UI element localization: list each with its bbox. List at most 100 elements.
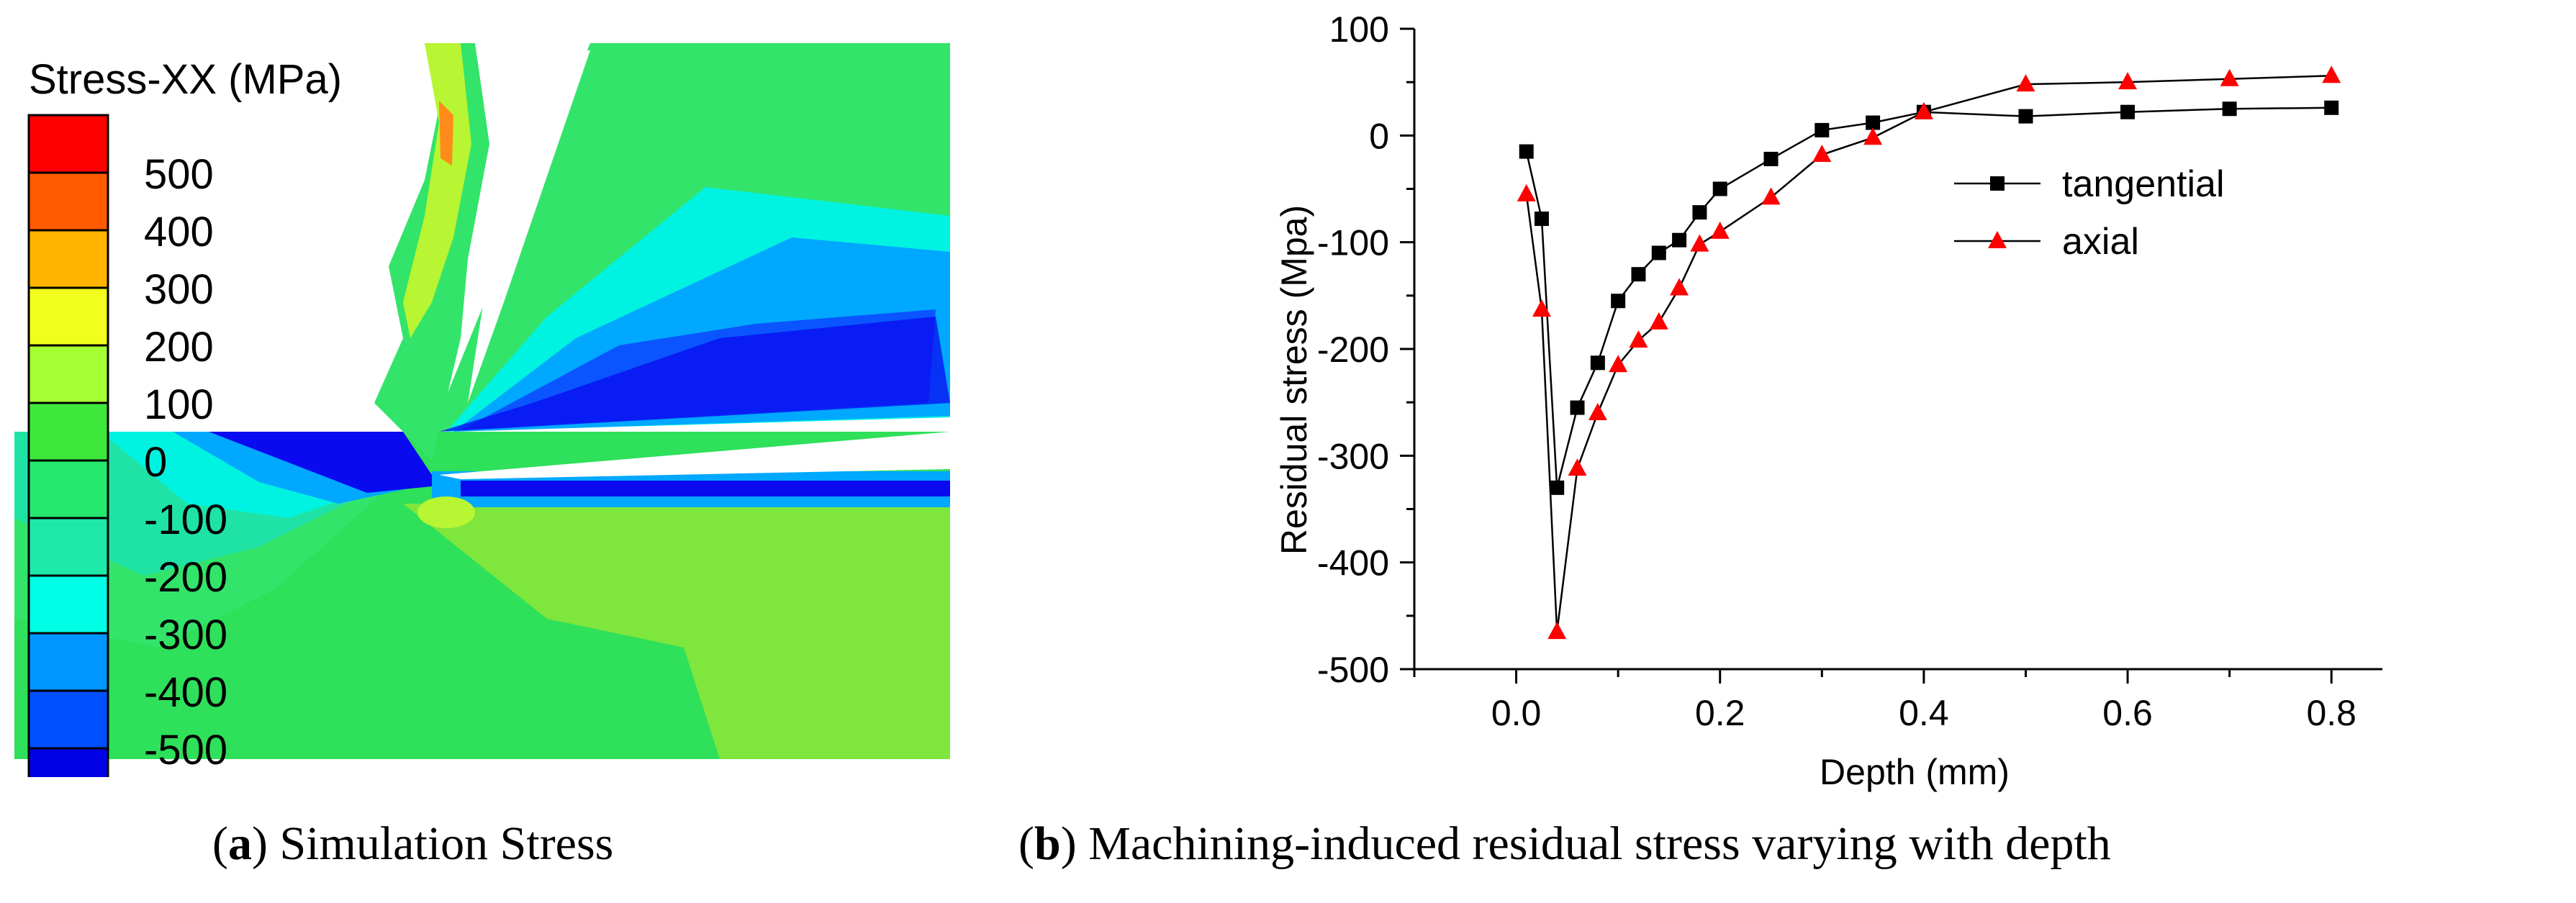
tool-deep-band [439, 317, 950, 432]
colorbar-title: Stress-XX (MPa) [29, 56, 342, 103]
y-tick-label: -100 [1317, 223, 1389, 263]
x-tick-label: 0.2 [1695, 693, 1745, 733]
simulation-stress-panel: 500 400 300 200 100 0 -100 -200 -300 -400 -500 Str… [14, 43, 950, 777]
caption-a-label: a [227, 817, 252, 870]
colorbar-tick-label: 200 [144, 324, 214, 371]
colorbar-tick-label: -100 [144, 496, 227, 543]
marker-square [1590, 355, 1605, 371]
marker-triangle [1761, 187, 1781, 205]
caption-a-text: Simulation Stress [267, 817, 614, 870]
marker-triangle [2220, 68, 2239, 86]
marker-triangle [1517, 183, 1536, 201]
legend-label-axial: axial [2062, 221, 2139, 263]
colorbar-swatch [27, 747, 109, 777]
x-tick-label: 0.4 [1899, 693, 1949, 733]
marker-triangle [1547, 622, 1567, 640]
caption-a: (a) Simulation Stress [212, 817, 614, 870]
marker-square [2120, 104, 2136, 119]
tool-tip-hotspot [417, 496, 475, 528]
colorbar-swatch [27, 401, 109, 462]
marker-square [1534, 212, 1549, 227]
marker-square [1990, 176, 2005, 191]
marker-square [1815, 122, 1830, 137]
chip-tool-gap [468, 50, 590, 403]
colorbar-tick-label: 400 [144, 209, 214, 255]
colorbar-swatch [27, 286, 109, 347]
marker-triangle [2016, 74, 2035, 92]
marker-triangle [1988, 231, 2007, 248]
colorbar-tick-label: -500 [144, 727, 227, 773]
x-tick-label: 0.0 [1491, 693, 1542, 733]
colorbar-swatch [27, 344, 109, 404]
marker-square [1672, 232, 1687, 248]
colorbar-tick-label: 100 [144, 381, 214, 428]
marker-square [1763, 151, 1779, 166]
marker-square [2222, 101, 2237, 117]
marker-square [1712, 181, 1727, 196]
marker-square [1692, 205, 1707, 220]
colorbar-tick-label: 0 [144, 439, 167, 486]
colorbar-tick-label: -400 [144, 669, 227, 716]
marker-triangle [1863, 127, 1883, 145]
y-axis-label: Residual stress (Mpa) [1274, 205, 1314, 555]
marker-square [1631, 267, 1646, 282]
marker-square [1611, 294, 1626, 309]
colorbar-swatch [27, 459, 109, 519]
x-tick-label: 0.6 [2102, 693, 2153, 733]
marker-square [1651, 245, 1666, 260]
y-tick-label: -200 [1317, 330, 1389, 370]
marker-square [1866, 115, 1881, 130]
stress-colorbar: 500 400 300 200 100 0 -100 -200 -300 -400 -500 [27, 114, 227, 777]
marker-square [1550, 480, 1565, 495]
chip-hotspot [439, 101, 453, 165]
marker-square [2018, 109, 2033, 124]
caption-b: (b) Machining-induced residual stress va… [1018, 817, 2111, 870]
colorbar-swatch [27, 114, 109, 174]
x-axis-label: Depth (mm) [1820, 752, 2010, 792]
marker-square [1519, 144, 1534, 159]
marker-triangle [1588, 403, 1607, 420]
marker-triangle [1568, 458, 1587, 476]
colorbar-swatch [27, 171, 109, 232]
series-markers [1517, 65, 2341, 640]
y-tick-label: -300 [1317, 436, 1389, 476]
machined-surface-core [461, 481, 950, 496]
chart-axes: 100 0 -100 -200 -300 -400 -500 0.0 0.2 0.4 0.6 0.8 [1317, 9, 2382, 733]
series-line-axial [1525, 75, 2332, 632]
caption-b-text: Machining-induced residual stress varyin… [1076, 817, 2111, 870]
marker-triangle [1690, 234, 1709, 252]
marker-triangle [2118, 72, 2138, 90]
marker-triangle [1670, 278, 1689, 296]
y-tick-label: 0 [1369, 116, 1389, 156]
caption-b-label: b [1034, 817, 1061, 870]
marker-square [1570, 400, 1585, 415]
stress-field [14, 43, 950, 759]
marker-triangle [1609, 355, 1628, 373]
y-tick-label: 100 [1329, 9, 1389, 50]
chart-legend: tangential axial [1954, 163, 2225, 263]
colorbar-tick-label: 300 [144, 266, 214, 313]
x-tick-label: 0.8 [2306, 693, 2356, 733]
colorbar-swatch [27, 574, 109, 635]
marker-triangle [1532, 299, 1551, 317]
colorbar-swatch [27, 229, 109, 289]
colorbar-swatch [27, 632, 109, 692]
tension-zone [403, 504, 950, 759]
y-tick-label: -400 [1317, 543, 1389, 584]
colorbar-swatch [27, 689, 109, 750]
marker-triangle [1629, 330, 1648, 348]
marker-triangle [1812, 145, 1832, 163]
tool-clearance-gap [439, 432, 950, 479]
marker-triangle [1914, 101, 1933, 119]
legend-label-tangential: tangential [2062, 163, 2225, 205]
primary-deformation-core [209, 432, 439, 493]
colorbar-tick-label: -200 [144, 554, 227, 601]
marker-triangle [1710, 221, 1730, 239]
marker-square [2324, 100, 2339, 115]
marker-triangle [2322, 65, 2341, 83]
colorbar-swatch [27, 517, 109, 577]
colorbar-tick-label: 500 [144, 151, 214, 198]
marker-triangle [1649, 312, 1668, 330]
series-lines [1525, 75, 2332, 632]
